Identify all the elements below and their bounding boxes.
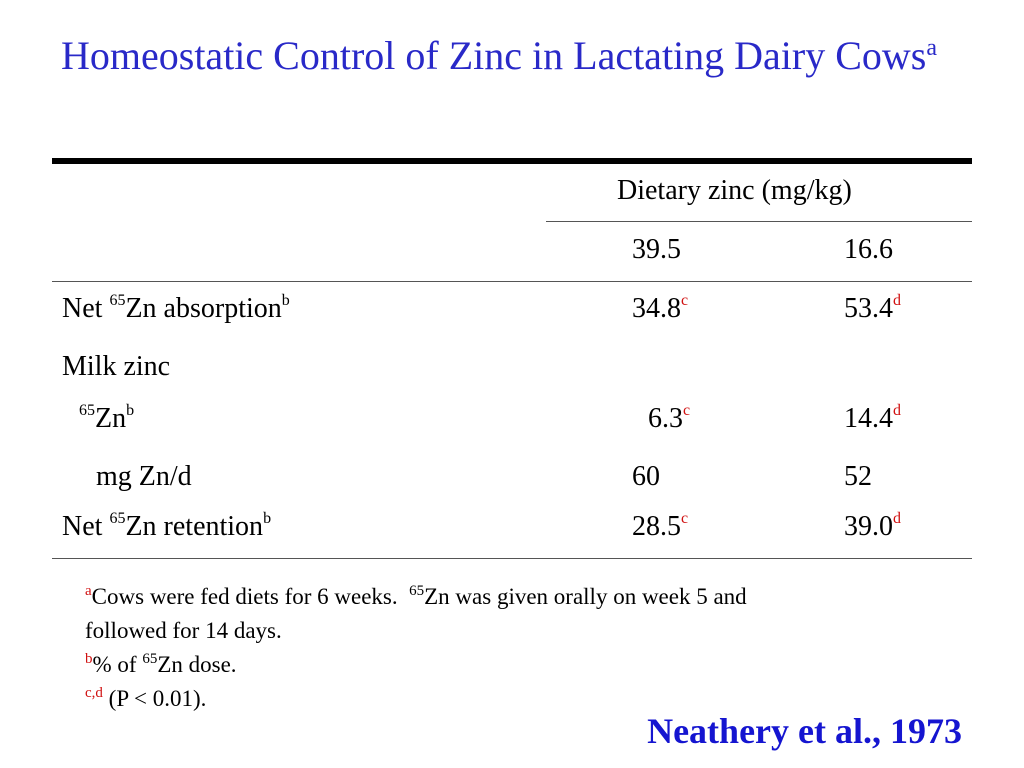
footnote-mark: b: [281, 292, 290, 309]
cell-65zn-1: 6.3c: [648, 402, 690, 436]
footnote-text: Zn dose.: [157, 652, 237, 677]
significance-mark: c: [681, 292, 689, 309]
row-label-mg-zn: mg Zn/d: [96, 461, 192, 492]
column-header-1: 39.5: [632, 234, 681, 265]
cell-value: 34.8: [632, 293, 681, 324]
footnote-a-line1: aCows were fed diets for 6 weeks. 65Zn w…: [85, 580, 747, 613]
cell-mg-zn-1: 60: [632, 461, 660, 492]
label-main: Zn absorption: [125, 293, 282, 324]
label-prefix: Net: [62, 511, 110, 542]
table-bottom-rule: [52, 558, 972, 559]
significance-mark: d: [893, 402, 901, 419]
row-label-net-retention: Net 65Zn retentionb: [62, 510, 271, 544]
cell-65zn-2: 14.4d: [844, 402, 901, 436]
label-main: Zn: [95, 403, 127, 434]
footnote-mark: b: [263, 510, 272, 527]
isotope-mark: 65: [109, 292, 126, 309]
footnote-text: Zn was given orally on week 5 and: [424, 584, 747, 609]
row-label-65zn: 65Znb: [79, 402, 134, 436]
footnote-text: % of: [92, 652, 143, 677]
slide-title-text: Homeostatic Control of Zinc in Lactating…: [61, 33, 927, 78]
isotope-mark: 65: [409, 583, 425, 599]
row-label-net-absorption: Net 65Zn absorptionb: [62, 292, 290, 326]
footnote-mark: b: [126, 402, 135, 419]
footnote-a-line2: followed for 14 days.: [85, 618, 282, 643]
cell-value: 28.5: [632, 511, 681, 542]
cell-net-absorption-2: 53.4d: [844, 292, 901, 326]
cell-value: 14.4: [844, 403, 893, 434]
cell-value: 6.3: [648, 403, 683, 434]
isotope-mark: 65: [109, 510, 126, 527]
cell-net-absorption-1: 34.8c: [632, 292, 688, 326]
significance-mark: d: [893, 292, 901, 309]
cell-mg-zn-2: 52: [844, 461, 872, 492]
footnote-text: (P < 0.01).: [102, 686, 207, 711]
group-header-rule: [546, 221, 972, 222]
slide-title: Homeostatic Control of Zinc in Lactating…: [61, 30, 961, 82]
cell-value: 53.4: [844, 293, 893, 324]
significance-mark: c: [681, 510, 689, 527]
footnote-mark: a: [85, 583, 92, 599]
table-top-rule: [52, 158, 972, 164]
title-footnote-mark: a: [926, 35, 938, 61]
label-main: Zn retention: [125, 511, 264, 542]
cell-net-retention-1: 28.5c: [632, 510, 688, 544]
row-label-milk-zinc: Milk zinc: [62, 351, 171, 382]
isotope-mark: 65: [142, 651, 158, 667]
isotope-mark: 65: [79, 402, 95, 419]
label-prefix: Net: [62, 293, 110, 324]
cell-net-retention-2: 39.0d: [844, 510, 901, 544]
footnote-b: b% of 65Zn dose.: [85, 648, 237, 681]
significance-mark: d: [893, 510, 901, 527]
footnote-mark: b: [85, 651, 93, 667]
column-header-2: 16.6: [844, 234, 893, 265]
group-header: Dietary zinc (mg/kg): [617, 175, 852, 206]
column-header-rule: [52, 281, 972, 282]
footnote-mark: c,d: [85, 685, 103, 701]
citation: Neathery et al., 1973: [647, 711, 962, 751]
significance-mark: c: [683, 402, 691, 419]
footnote-text: Cows were fed diets for 6 weeks.: [91, 584, 410, 609]
cell-value: 39.0: [844, 511, 893, 542]
footnote-cd: c,d (P < 0.01).: [85, 682, 206, 715]
